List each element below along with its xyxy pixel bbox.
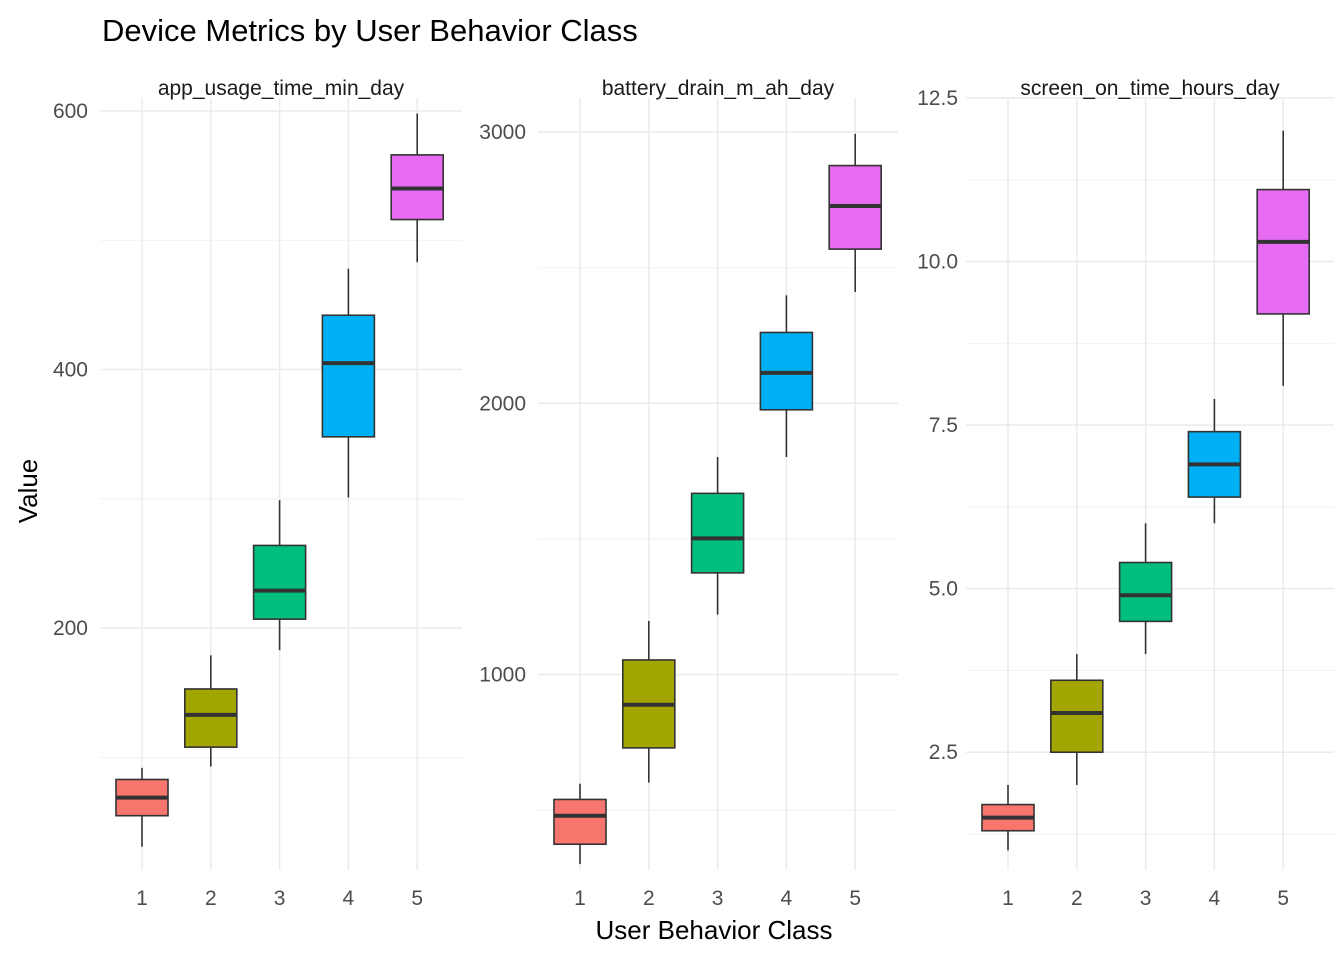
y-tick-label: 600 — [53, 100, 88, 123]
box-battery_drain_m_ah_day-3 — [690, 457, 745, 615]
x-tick-label: 1 — [1002, 887, 1014, 910]
panel-screen_on_time_hours_day: 2.5 5.0 7.5 10.0 12.5 1 2 3 4 5 screen_on_time_hou… — [917, 77, 1334, 910]
y-tick-label: 7.5 — [929, 414, 958, 437]
box-app_usage_time_min_day-5 — [390, 113, 445, 263]
box-screen_on_time_hours_day-4 — [1187, 398, 1242, 524]
facet-panels: 200 400 600 1 2 3 4 5 app_usage_time_min_day 1000… — [53, 77, 1334, 910]
box-iqr — [690, 492, 745, 574]
box-battery_drain_m_ah_day-2 — [621, 620, 676, 783]
y-tick-label: 3000 — [479, 121, 526, 144]
facet-strip-label: screen_on_time_hours_day — [1020, 77, 1280, 100]
x-tick-label: 2 — [643, 887, 655, 910]
x-tick-label: 3 — [274, 887, 286, 910]
x-tick-label: 5 — [849, 887, 861, 910]
box-iqr — [1050, 679, 1104, 754]
box-battery_drain_m_ah_day-1 — [553, 783, 607, 865]
facet-strip-label: battery_drain_m_ah_day — [602, 77, 835, 100]
box-app_usage_time_min_day-1 — [115, 767, 169, 847]
box-screen_on_time_hours_day-3 — [1118, 523, 1173, 655]
x-tick-label: 5 — [411, 887, 423, 910]
x-tick-label: 2 — [205, 887, 217, 910]
y-tick-label: 400 — [53, 359, 88, 382]
y-tick-label: 10.0 — [917, 251, 958, 274]
x-tick-label: 5 — [1277, 887, 1289, 910]
y-axis-title: Value — [13, 459, 43, 524]
y-tick-label: 5.0 — [929, 578, 958, 601]
box-iqr — [184, 688, 238, 748]
box-app_usage_time_min_day-4 — [321, 268, 376, 498]
box-app_usage_time_min_day-3 — [252, 500, 307, 651]
y-tick-label: 2000 — [479, 392, 526, 415]
box-screen_on_time_hours_day-2 — [1050, 654, 1104, 785]
panel-battery_drain_m_ah_day: 1000 2000 3000 1 2 3 4 5 battery_drain_m_ah_day — [479, 77, 898, 910]
x-tick-label: 4 — [1209, 887, 1221, 910]
y-tick-label: 200 — [53, 617, 88, 640]
box-iqr — [252, 544, 307, 620]
box-iqr — [321, 314, 376, 438]
box-battery_drain_m_ah_day-5 — [828, 133, 883, 293]
box-battery_drain_m_ah_day-4 — [759, 295, 814, 458]
box-screen_on_time_hours_day-5 — [1256, 130, 1310, 386]
box-app_usage_time_min_day-2 — [184, 655, 238, 767]
x-axis-title: User Behavior Class — [596, 915, 833, 945]
y-tick-label: 12.5 — [917, 87, 958, 110]
y-tick-label: 1000 — [479, 664, 526, 687]
facet-strip-label: app_usage_time_min_day — [158, 77, 405, 100]
x-tick-label: 3 — [712, 887, 724, 910]
box-iqr — [1256, 188, 1310, 315]
chart-title: Device Metrics by User Behavior Class — [102, 13, 638, 48]
x-tick-label: 4 — [781, 887, 793, 910]
x-tick-label: 1 — [574, 887, 586, 910]
y-tick-label: 2.5 — [929, 741, 958, 764]
x-tick-label: 3 — [1140, 887, 1152, 910]
x-tick-label: 1 — [136, 887, 148, 910]
x-tick-label: 2 — [1071, 887, 1083, 910]
box-iqr — [553, 798, 607, 846]
panel-app_usage_time_min_day: 200 400 600 1 2 3 4 5 app_usage_time_min_day — [53, 77, 462, 910]
x-tick-label: 4 — [343, 887, 355, 910]
box-iqr — [1118, 561, 1173, 623]
box-screen_on_time_hours_day-1 — [981, 784, 1035, 851]
